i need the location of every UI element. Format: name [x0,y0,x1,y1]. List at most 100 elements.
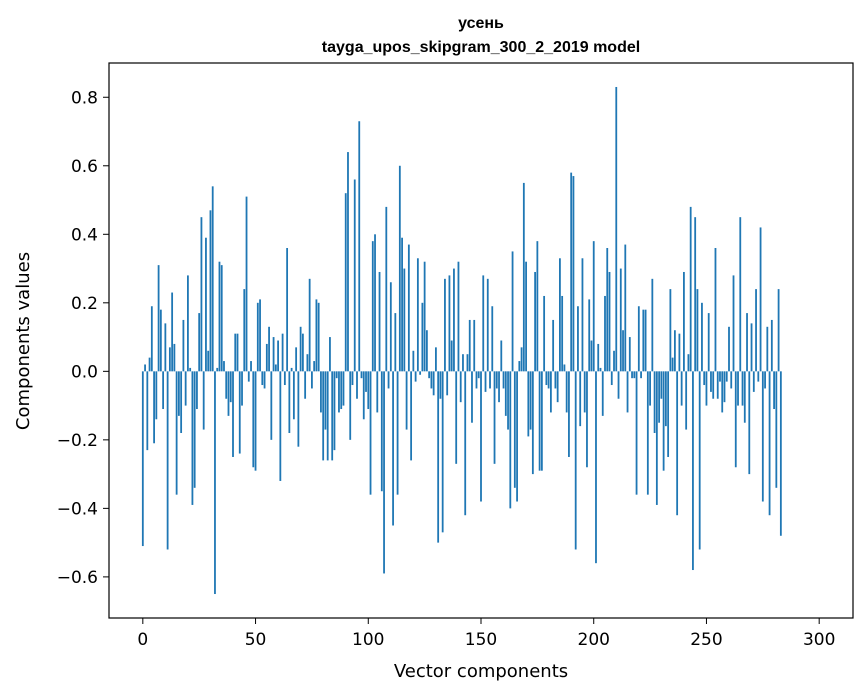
bar-253 [712,371,715,399]
bar-153 [486,278,489,372]
bar-258 [723,371,726,403]
bar-4 [150,306,153,372]
bar-191 [572,176,575,372]
bar-202 [597,343,600,372]
bar-174 [534,271,537,372]
bar-123 [419,371,422,375]
bar-89 [342,371,345,406]
bar-134 [444,278,446,372]
bar-184 [556,371,559,403]
bar-178 [543,295,546,372]
bar-94 [353,179,356,372]
bars-group [141,86,782,595]
bar-107 [383,371,385,574]
bar-80 [322,371,325,461]
bar-199 [590,340,593,372]
bar-144 [466,354,469,372]
bar-281 [775,371,778,488]
bar-244 [692,371,694,571]
bar-237 [676,371,679,516]
bar-273 [757,371,760,382]
bar-39 [229,371,232,403]
bar-261 [730,371,733,389]
bar-201 [595,371,597,564]
bar-97 [360,371,363,379]
bar-13 [171,292,174,372]
bar-207 [608,271,611,372]
bar-128 [430,371,433,389]
bar-56 [268,326,270,372]
bar-16 [177,371,180,416]
bar-254 [714,248,717,372]
bar-79 [320,371,322,413]
y-tick-label-6: 0.6 [71,157,98,177]
bar-113 [396,371,399,495]
bar-34 [218,261,221,372]
y-tick-label-4: 0.2 [71,294,98,314]
bar-118 [407,244,410,372]
bar-78 [317,302,320,372]
bar-28 [205,237,207,372]
bar-96 [358,121,361,372]
bar-283 [779,371,782,536]
bar-166 [516,371,518,502]
bar-274 [759,227,762,372]
chart-title: усень [458,15,504,32]
bar-263 [734,371,737,468]
bar-21 [189,367,192,372]
bar-267 [743,371,746,423]
bar-37 [225,371,228,399]
bar-72 [304,371,307,399]
bar-256 [719,371,721,382]
bar-50 [254,371,257,471]
bar-225 [649,371,651,406]
bar-121 [414,371,417,382]
bar-222 [642,309,645,372]
bar-136 [448,275,451,372]
x-tick-label-6: 300 [803,630,835,650]
bar-99 [365,371,367,392]
bar-33 [216,367,219,372]
bar-204 [601,371,604,416]
bar-19 [184,371,187,406]
x-tick-label-4: 200 [578,630,610,650]
bar-236 [673,330,676,372]
bar-246 [696,289,699,372]
bar-66 [290,367,293,372]
bar-49 [252,371,255,468]
bar-133 [441,371,444,533]
bar-150 [480,371,482,502]
bar-88 [340,371,343,410]
bar-192 [574,371,577,550]
bar-162 [507,371,509,430]
bar-35 [220,265,223,372]
bar-230 [660,371,663,399]
bar-20 [187,275,189,372]
x-tick-label-0: 0 [137,630,148,650]
bar-1 [144,364,146,372]
bar-196 [583,371,586,413]
bar-74 [308,278,311,372]
bar-137 [450,340,453,372]
bar-93 [351,371,354,386]
bar-47 [247,371,250,382]
bar-262 [732,275,735,372]
bar-241 [685,371,688,430]
bar-125 [423,261,426,372]
bar-260 [728,326,730,372]
bar-67 [292,371,295,420]
bar-70 [299,326,302,372]
bar-226 [651,278,654,372]
bar-251 [707,313,710,372]
bar-106 [380,371,383,492]
bar-250 [705,371,708,406]
bar-163 [509,371,512,509]
bar-53 [261,371,264,386]
bar-211 [617,371,620,399]
bar-55 [265,343,268,372]
bar-18 [182,319,185,372]
bar-151 [482,275,485,372]
bar-249 [703,371,706,386]
bar-126 [425,330,428,372]
bar-5 [153,371,155,444]
